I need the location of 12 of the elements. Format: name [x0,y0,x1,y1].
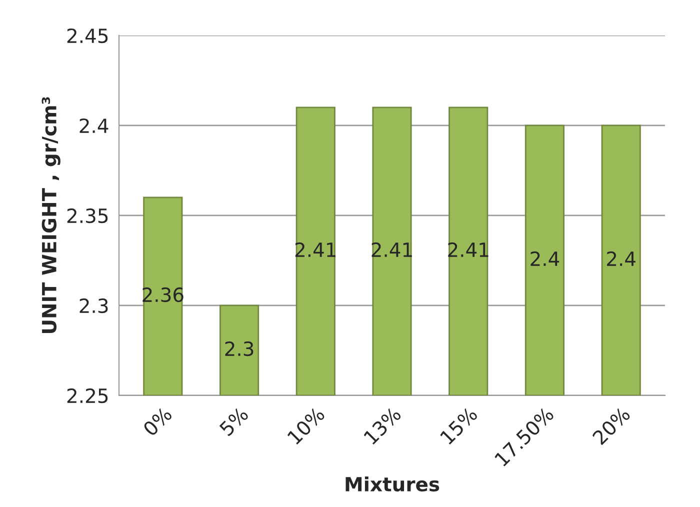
data-label: 2.4 [530,251,560,266]
y-tick-label: 2.35 [67,208,108,224]
y-tick-label: 2.4 [80,118,108,133]
y-tick-label: 2.45 [67,28,108,44]
x-axis-title: Mixtures [346,476,440,492]
y-axis-title: UNIT WEIGHT , gr/cm³ [42,97,60,334]
y-tick-label: 2.3 [80,298,108,314]
y-tick-label: 2.25 [67,388,108,404]
data-label: 2.3 [225,341,254,356]
x-tick-label: 5% [218,406,250,437]
x-tick-label: 0% [142,406,173,437]
data-label: 2.4 [607,251,636,266]
